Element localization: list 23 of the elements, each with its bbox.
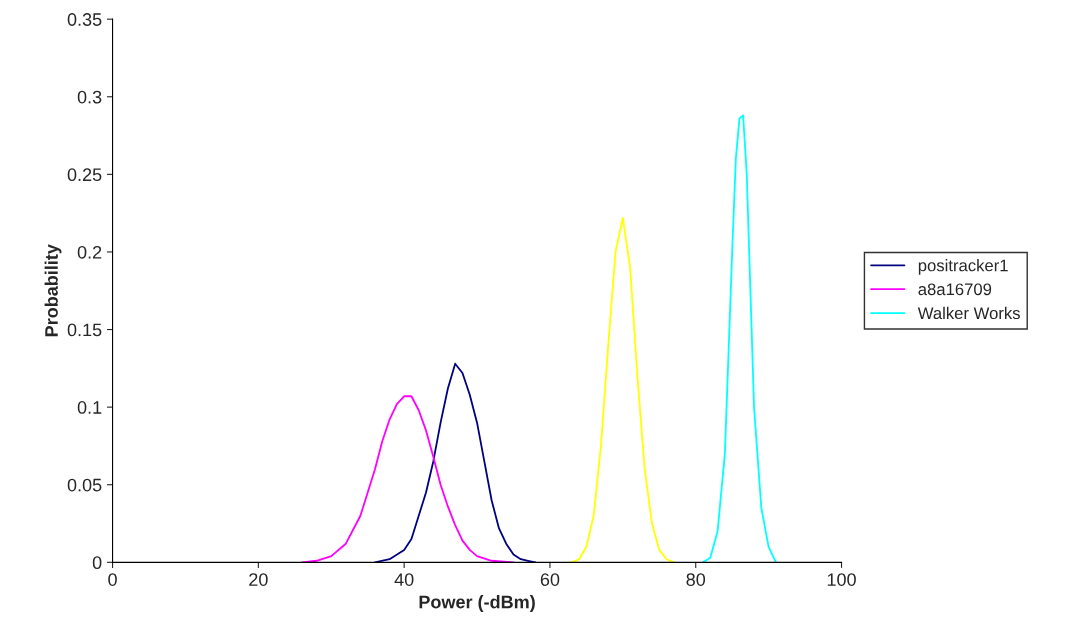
y-axis-title: Probability	[44, 244, 62, 337]
y-tick-label: 0.25	[67, 168, 102, 182]
x-tick-label: 20	[249, 573, 268, 586]
x-tick-label: 60	[540, 573, 560, 586]
line-series	[374, 362, 537, 563]
legend-label: Walker Works	[917, 306, 1020, 320]
line-series	[702, 114, 777, 563]
legend-label: positracker1	[918, 259, 1008, 275]
y-tick-label: 0.3	[77, 90, 102, 104]
y-tick-label: 0	[92, 556, 102, 570]
y-tick-label: 0.15	[67, 323, 102, 337]
y-tick-label: 0.1	[77, 401, 102, 414]
line-series	[570, 216, 675, 563]
y-tick-label: 0.05	[67, 478, 102, 492]
x-tick-label: 80	[686, 573, 706, 586]
x-axis-title: Power (-dBm)	[419, 595, 535, 612]
x-tick-label: 40	[394, 573, 414, 586]
x-tick-label: 100	[827, 573, 856, 586]
x-tick-label: 0	[108, 573, 117, 586]
y-tick-label: 0.35	[67, 13, 102, 26]
y-tick-label: 0.2	[77, 245, 102, 259]
line-series	[301, 395, 515, 563]
legend-label: a8a16709	[918, 283, 992, 296]
